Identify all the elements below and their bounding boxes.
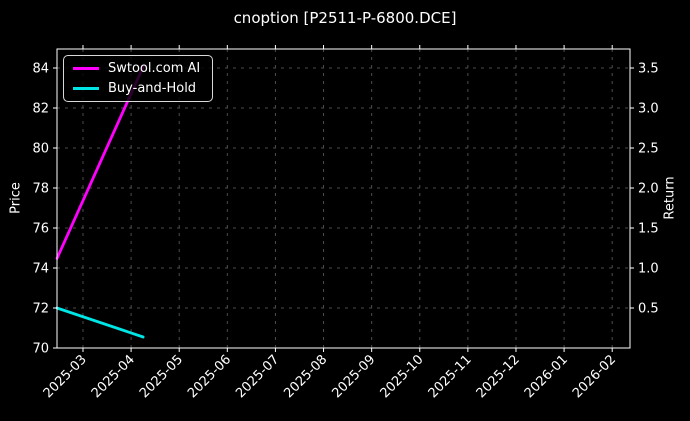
- y-right-tick-label: 2.0: [638, 182, 659, 197]
- x-tick-label: 2025-08: [281, 352, 330, 401]
- legend: Swtool.com AI Buy-and-Hold: [63, 55, 213, 102]
- x-tick-label: 2026-01: [522, 352, 571, 401]
- x-tick-label: 2025-05: [137, 352, 186, 401]
- y-left-tick-label: 74: [32, 262, 49, 277]
- y-left-tick-label: 82: [32, 102, 49, 117]
- x-tick-label: 2026-02: [570, 352, 619, 401]
- y-right-tick-label: 1.0: [638, 262, 659, 277]
- legend-item-ai: Swtool.com AI: [73, 61, 203, 76]
- legend-swatch-buyhold: [73, 87, 99, 90]
- chart-title: cnoption [P2511-P-6800.DCE]: [233, 9, 457, 27]
- x-tick-label: 2025-07: [233, 352, 282, 401]
- x-tick-label: 2025-11: [426, 352, 475, 401]
- y-left-tick-label: 70: [32, 342, 49, 357]
- y-right-tick-label: 1.5: [638, 222, 659, 237]
- legend-swatch-ai: [73, 67, 99, 70]
- y-left-tick-label: 76: [32, 222, 49, 237]
- y-left-tick-label: 80: [32, 142, 49, 157]
- x-tick-label: 2025-03: [41, 352, 90, 401]
- y-left-tick-label: 78: [32, 182, 49, 197]
- x-tick-label: 2025-06: [185, 352, 234, 401]
- x-tick-label: 2025-09: [329, 352, 378, 401]
- y-left-tick-label: 84: [32, 62, 49, 77]
- y-right-tick-label: 0.5: [638, 302, 659, 317]
- y-right-tick-label: 3.0: [638, 102, 659, 117]
- plot-frame: [56, 48, 631, 349]
- x-tick-label: 2025-04: [89, 352, 138, 401]
- series-line-buy-and-hold: [55, 306, 145, 339]
- x-tick-label: 2025-10: [378, 352, 427, 401]
- y-right-tick-label: 2.5: [638, 142, 659, 157]
- legend-item-buyhold: Buy-and-Hold: [73, 81, 203, 96]
- y-left-tick-label: 72: [32, 302, 49, 317]
- y-right-tick-label: 3.5: [638, 62, 659, 77]
- legend-label-buyhold: Buy-and-Hold: [108, 81, 197, 96]
- legend-label-ai: Swtool.com AI: [108, 61, 201, 76]
- x-tick-label: 2025-12: [474, 352, 523, 401]
